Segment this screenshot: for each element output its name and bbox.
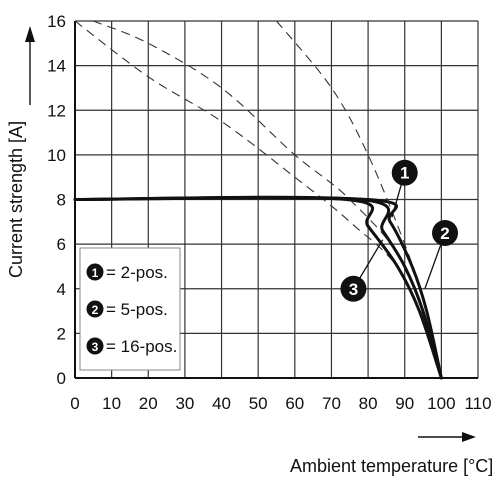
x-tick-label: 10 [102, 394, 121, 413]
legend-marker-3 [86, 337, 104, 355]
grid [74, 20, 479, 379]
x-tick-labels: 0 10 20 30 40 50 60 70 80 90 100 110 [70, 394, 491, 413]
y-tick-label: 8 [57, 191, 66, 210]
annotation-marker-label-3: 3 [349, 280, 358, 299]
x-tick-label: 20 [139, 394, 158, 413]
y-tick-label: 0 [57, 369, 66, 388]
x-tick-label: 30 [175, 394, 194, 413]
y-tick-label: 6 [57, 235, 66, 254]
y-tick-label: 16 [47, 12, 66, 31]
legend-entry-2: = 5-pos. [106, 300, 168, 319]
y-axis-arrow [25, 26, 35, 105]
x-tick-label: 50 [249, 394, 268, 413]
legend-entry-3: = 16-pos. [106, 337, 177, 356]
annotation-marker-1 [391, 159, 418, 186]
x-tick-label: 110 [464, 394, 491, 413]
x-tick-label: 100 [427, 394, 455, 413]
y-tick-label: 14 [47, 57, 66, 76]
x-tick-label: 80 [359, 394, 378, 413]
legend-marker-label-1: 1 [92, 266, 99, 280]
annotation-marker-label-1: 1 [400, 164, 409, 183]
y-tick-label: 2 [57, 324, 66, 343]
y-tick-label: 12 [47, 101, 66, 120]
theoretical-curve-1 [276, 20, 442, 379]
x-tick-label: 60 [285, 394, 304, 413]
derating-curves [73, 195, 443, 380]
legend-entry-1: = 2-pos. [106, 263, 168, 282]
annotation-marker-3 [340, 275, 367, 302]
x-tick-label: 40 [212, 394, 231, 413]
x-tick-label: 70 [322, 394, 341, 413]
x-arrowhead [462, 432, 476, 442]
legend-marker-1 [86, 263, 104, 281]
y-tick-label: 10 [47, 146, 66, 165]
y-arrowhead [25, 26, 35, 42]
annotation-marker-label-2: 2 [440, 224, 449, 243]
x-tick-label: 90 [395, 394, 414, 413]
x-axis-title: Ambient temperature [°C] [290, 456, 493, 476]
curve-annotations: 1 2 3 [340, 159, 459, 302]
legend-marker-2 [86, 300, 104, 318]
y-tick-labels: 0 2 4 6 8 10 12 14 16 [47, 12, 66, 388]
y-tick-label: 4 [57, 280, 66, 299]
legend: 1 = 2-pos. 2 = 5-pos. 3 = 16-pos. [79, 247, 181, 371]
derating-curve-3 [73, 196, 443, 380]
y-axis-title: Current strength [A] [6, 121, 26, 278]
legend-marker-label-2: 2 [92, 303, 99, 317]
legend-marker-label-3: 3 [92, 340, 99, 354]
x-axis-arrow [418, 432, 476, 442]
x-tick-label: 0 [70, 394, 79, 413]
annotation-marker-2 [432, 219, 459, 246]
